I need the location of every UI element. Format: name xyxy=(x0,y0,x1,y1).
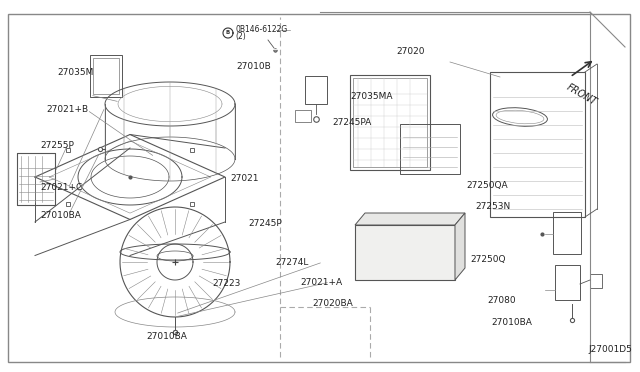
Bar xyxy=(353,78,427,167)
Text: FRONT: FRONT xyxy=(565,82,599,107)
Bar xyxy=(555,265,580,300)
Bar xyxy=(305,76,327,104)
Text: 27274L: 27274L xyxy=(275,258,308,267)
Bar xyxy=(590,274,602,288)
Text: B: B xyxy=(226,31,230,35)
Text: 27245P: 27245P xyxy=(248,219,282,228)
Text: 27245PA: 27245PA xyxy=(333,118,372,126)
Bar xyxy=(355,225,455,280)
Text: 27021+C: 27021+C xyxy=(40,183,83,192)
Text: 27020BA: 27020BA xyxy=(312,299,353,308)
Text: 27253N: 27253N xyxy=(475,202,510,211)
Text: 27021+A: 27021+A xyxy=(301,278,343,287)
Text: 27035M: 27035M xyxy=(58,68,94,77)
Text: 27250QA: 27250QA xyxy=(466,181,508,190)
Bar xyxy=(490,72,585,217)
Text: 27223: 27223 xyxy=(212,279,241,288)
Bar xyxy=(295,110,311,122)
Text: 27020: 27020 xyxy=(397,47,426,56)
Text: 27010BA: 27010BA xyxy=(492,318,532,327)
Bar xyxy=(93,58,119,94)
Text: 27255P: 27255P xyxy=(40,141,74,150)
Text: 27010B: 27010B xyxy=(237,62,271,71)
Text: 27010BA: 27010BA xyxy=(40,211,81,220)
Text: 27021: 27021 xyxy=(230,174,259,183)
Bar xyxy=(90,55,122,97)
Text: 27021+B: 27021+B xyxy=(46,105,88,114)
Text: 0B146-6122G: 0B146-6122G xyxy=(235,26,287,35)
Text: 27035MA: 27035MA xyxy=(351,92,393,101)
Polygon shape xyxy=(355,213,465,225)
Bar xyxy=(350,75,430,170)
Bar xyxy=(553,212,581,254)
Text: J27001D5: J27001D5 xyxy=(588,345,632,354)
Text: 27080: 27080 xyxy=(488,296,516,305)
Polygon shape xyxy=(455,213,465,280)
Text: 27250Q: 27250Q xyxy=(470,255,506,264)
Bar xyxy=(400,124,460,174)
Text: 27010BA: 27010BA xyxy=(146,332,187,341)
Text: (2): (2) xyxy=(235,32,246,42)
Bar xyxy=(17,153,55,205)
Bar xyxy=(17,153,55,205)
